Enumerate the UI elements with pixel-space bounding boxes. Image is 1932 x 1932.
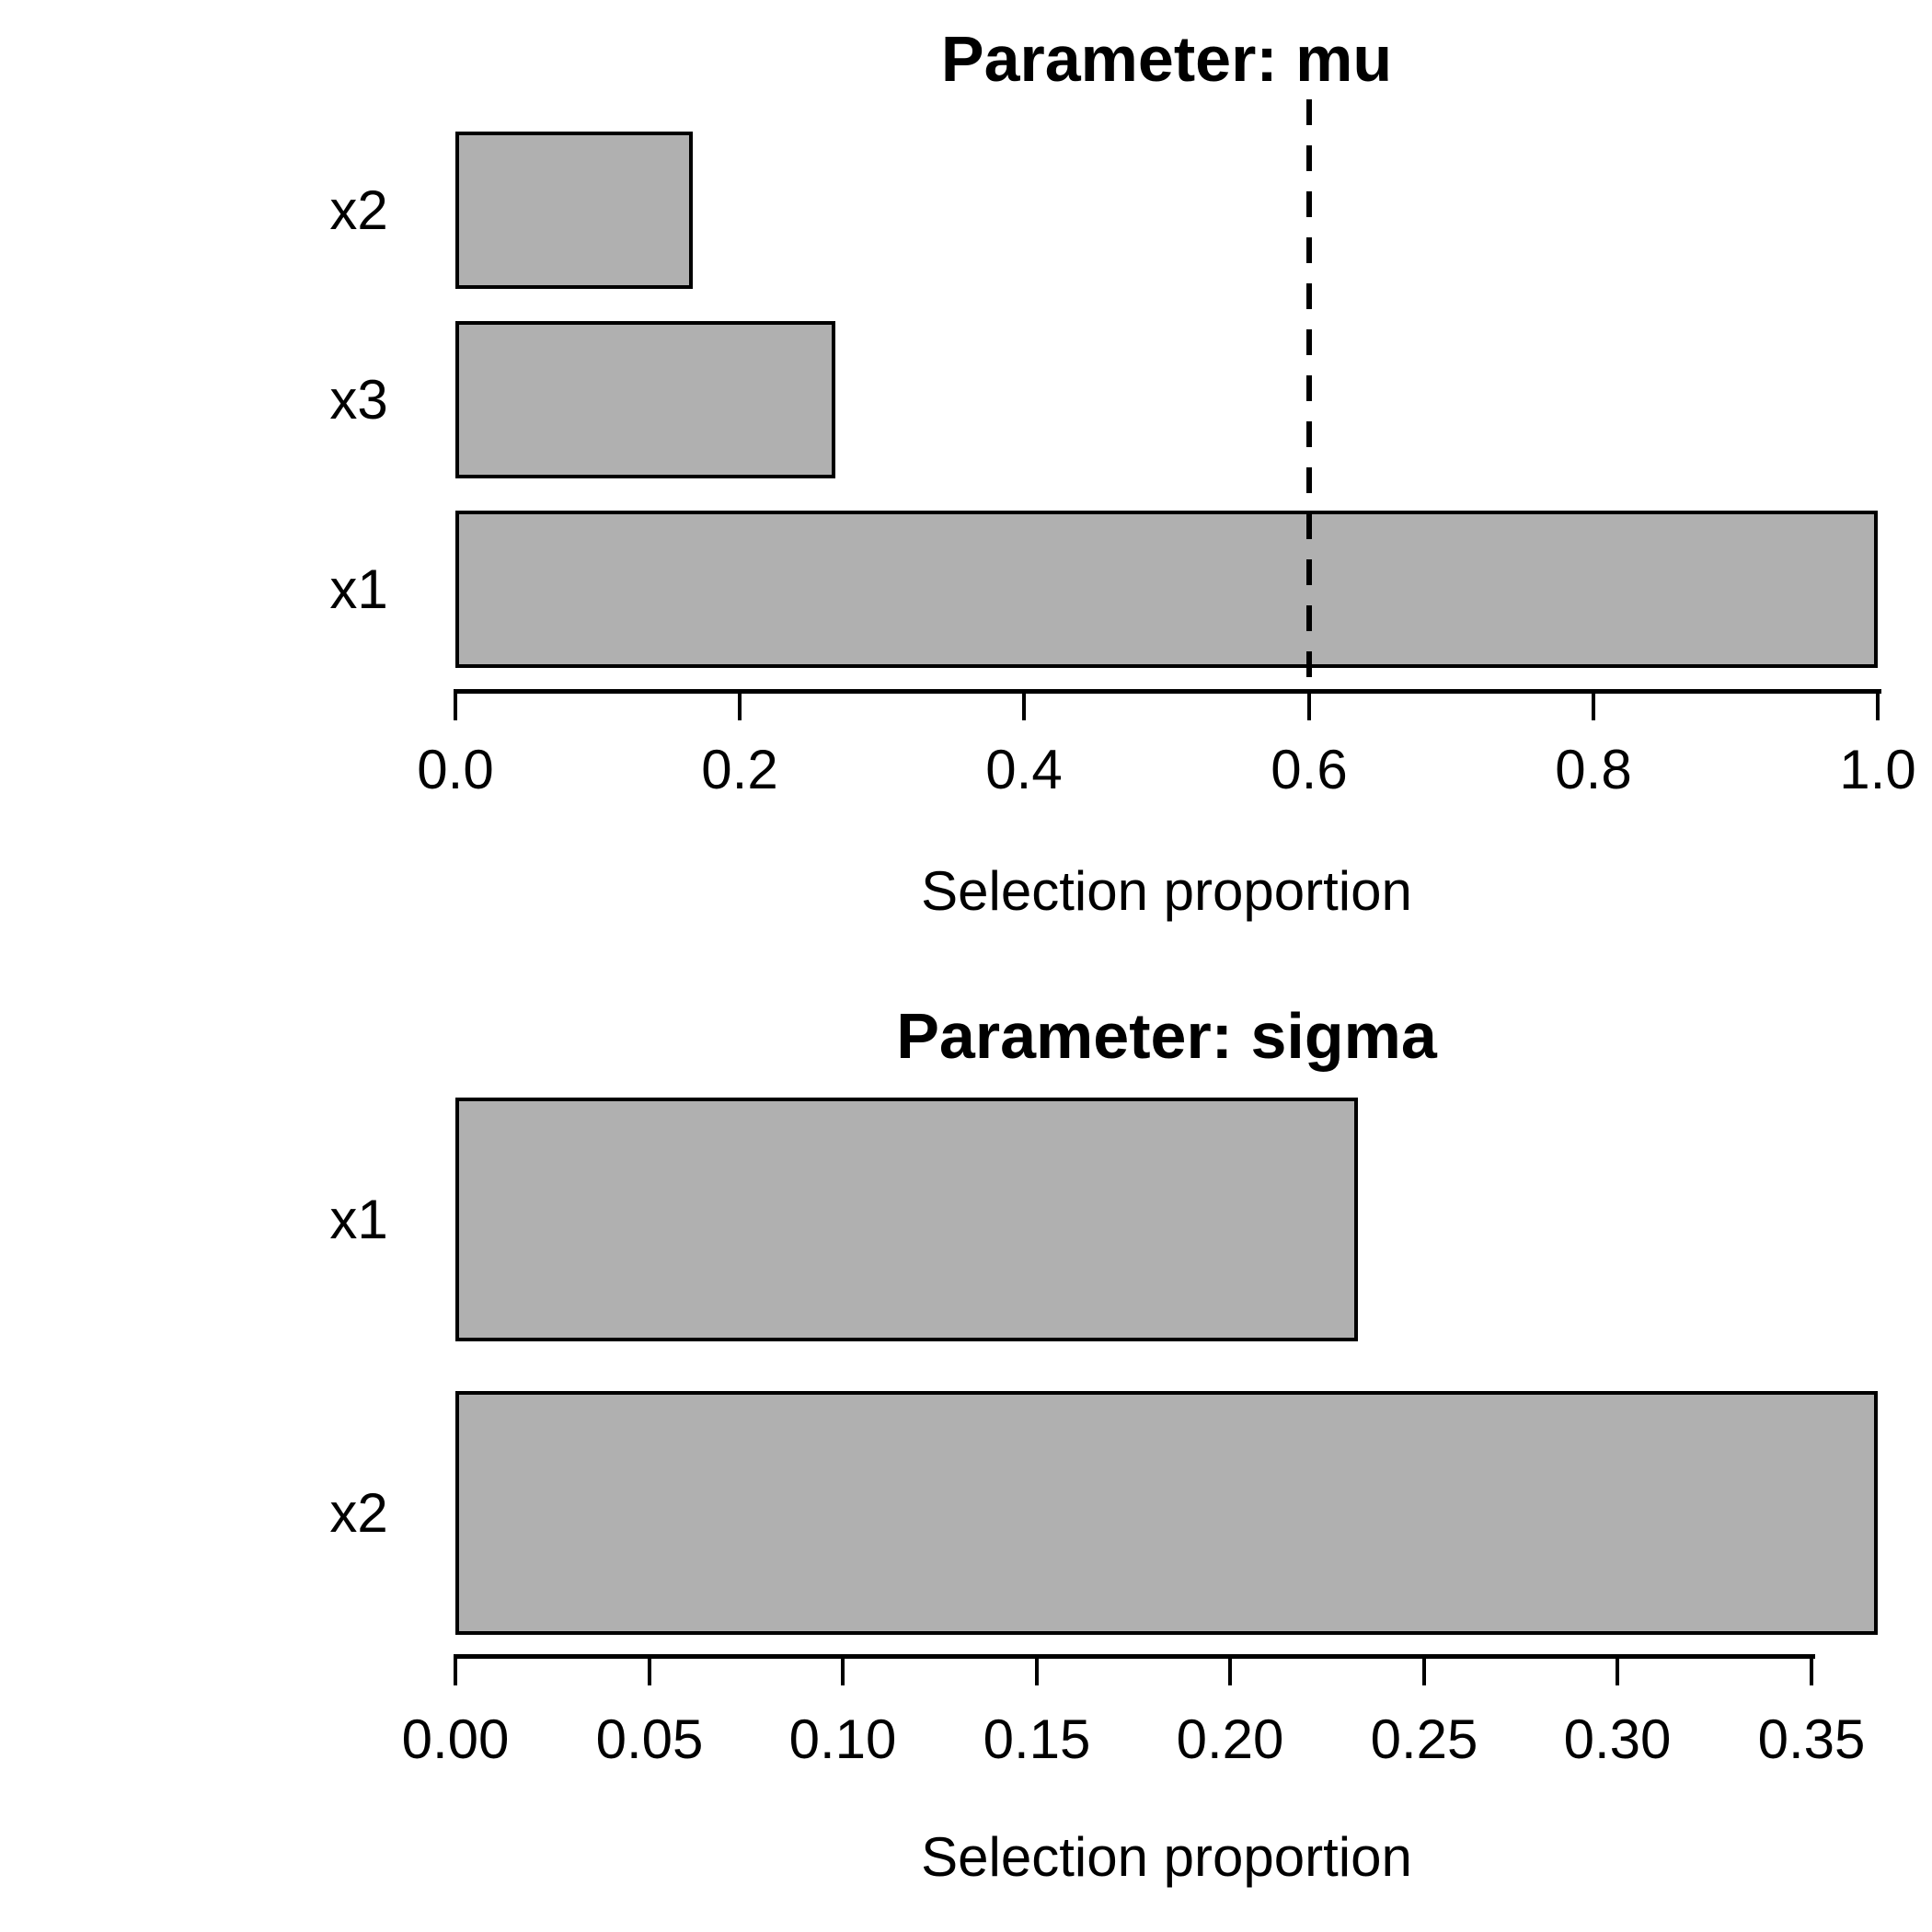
bar-label-x2: x2 [329, 178, 388, 241]
chart-sigma-title: Parameter: sigma [896, 1000, 1437, 1072]
x-axis-tick-label-0.15: 0.15 [983, 1708, 1091, 1770]
x-axis-tick-label-0.30: 0.30 [1563, 1708, 1672, 1770]
x-axis-tick-0.10 [841, 1654, 845, 1685]
x-axis-tick-label-0.00: 0.00 [401, 1708, 510, 1770]
x-axis-tick-label-0.2: 0.2 [701, 739, 778, 800]
threshold-line [1306, 99, 1312, 689]
x-axis-tick-0.2 [738, 689, 742, 720]
chart-sigma-x-axis-label: Selection proportion [921, 1826, 1412, 1888]
chart-mu-title: Parameter: mu [940, 23, 1393, 95]
x-axis-tick-label-0.10: 0.10 [788, 1708, 897, 1770]
x-axis-tick-0.15 [1035, 1654, 1039, 1685]
bar-x2 [455, 132, 693, 289]
x-axis-tick-label-0.05: 0.05 [595, 1708, 704, 1770]
x-axis-tick-1.0 [1876, 689, 1880, 720]
x-axis-tick-label-0.20: 0.20 [1176, 1708, 1284, 1770]
x-axis-tick-0.00 [454, 1654, 457, 1685]
x-axis-tick-0.20 [1228, 1654, 1232, 1685]
bar-label-x1: x1 [329, 558, 388, 620]
bar-label-x2: x2 [329, 1481, 388, 1544]
x-axis-line [455, 689, 1881, 694]
x-axis-tick-0.30 [1616, 1654, 1619, 1685]
bar-x1 [455, 511, 1878, 668]
x-axis-tick-0.05 [648, 1654, 651, 1685]
bar-label-x3: x3 [329, 368, 388, 431]
x-axis-tick-label-0.8: 0.8 [1555, 739, 1632, 800]
x-axis-tick-0.4 [1022, 689, 1026, 720]
x-axis-line [455, 1654, 1815, 1659]
bar-x2 [455, 1391, 1878, 1635]
x-axis-tick-label-1.0: 1.0 [1839, 739, 1916, 800]
bar-x3 [455, 321, 835, 478]
x-axis-tick-0.0 [454, 689, 457, 720]
x-axis-tick-label-0.25: 0.25 [1370, 1708, 1478, 1770]
x-axis-tick-0.8 [1592, 689, 1595, 720]
x-axis-tick-label-0.6: 0.6 [1271, 739, 1348, 800]
x-axis-tick-label-0.0: 0.0 [417, 739, 494, 800]
x-axis-tick-0.25 [1422, 1654, 1426, 1685]
x-axis-tick-0.35 [1810, 1654, 1813, 1685]
bar-x1 [455, 1098, 1358, 1341]
x-axis-tick-label-0.4: 0.4 [985, 739, 1063, 800]
x-axis-tick-label-0.35: 0.35 [1757, 1708, 1866, 1770]
x-axis-tick-0.6 [1307, 689, 1311, 720]
bar-label-x1: x1 [329, 1188, 388, 1250]
chart-mu-x-axis-label: Selection proportion [921, 860, 1412, 922]
